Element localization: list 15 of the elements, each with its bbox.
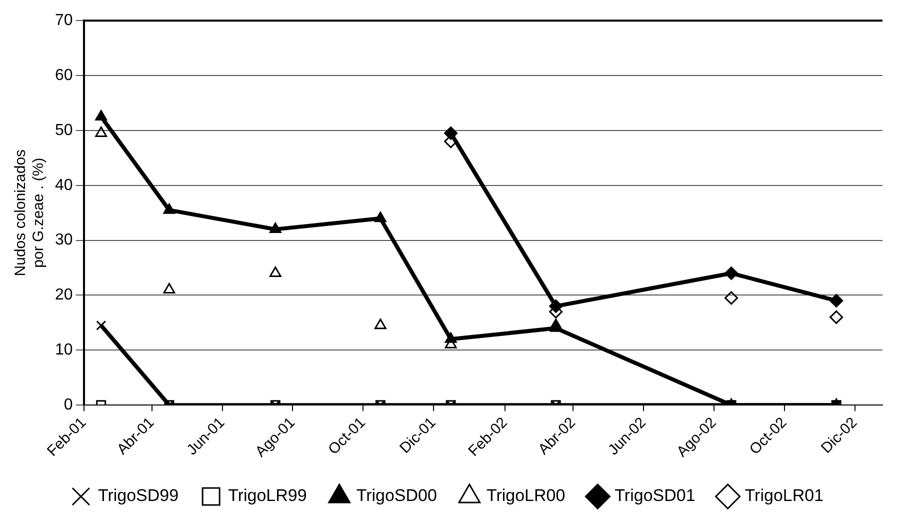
legend-label: TrigoSD01 [614,486,696,506]
legend-label: TrigoLR01 [744,486,824,506]
legend-label: TrigoSD00 [356,486,437,506]
y-axis-title: Nudos colonizados por G.zeae . (%) [12,149,48,276]
legend-label: TrigoSD99 [98,486,179,506]
legend-label: TrigoLR99 [228,486,307,506]
legend-label: TrigoLR00 [486,486,566,506]
y-tick-label: 10 [55,342,73,359]
y-tick-label: 20 [55,286,73,304]
y-tick-label: 40 [55,176,73,194]
y-tick-label: 50 [55,122,73,139]
y-tick-label: 30 [55,232,73,249]
y-tick-label: 0 [64,396,73,414]
y-tick-label: 70 [55,12,73,30]
y-tick-label: 60 [55,66,73,84]
